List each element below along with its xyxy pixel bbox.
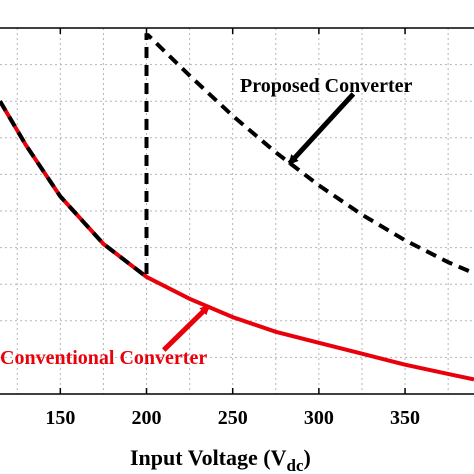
series-layer [0, 33, 474, 382]
conventional-converter-label: Conventional Converter [0, 347, 207, 369]
x-axis-label-subscript: dc [286, 456, 303, 474]
x-tick-label: 150 [45, 407, 75, 429]
series-line-proposed [0, 33, 474, 281]
x-tick-labels: 150 200 250 300 350 [45, 28, 420, 429]
x-axis: 150 200 250 300 350 Input Voltage (Vdc) [0, 27, 474, 474]
x-tick-label: 350 [390, 407, 420, 429]
proposed-converter-label: Proposed Converter [240, 75, 412, 97]
x-axis-label: Input Voltage (Vdc) [130, 445, 311, 474]
x-axis-label-main: Input Voltage (V [130, 445, 287, 470]
proposed-converter-arrow [287, 92, 356, 166]
annotation-layer: Proposed Converter Conventional Converte… [0, 75, 412, 369]
x-tick-label: 200 [132, 407, 162, 429]
conventional-converter-arrow [161, 304, 211, 352]
x-tick-label: 300 [304, 407, 334, 429]
x-axis-label-close: ) [303, 445, 310, 470]
x-tick-label: 250 [218, 407, 248, 429]
